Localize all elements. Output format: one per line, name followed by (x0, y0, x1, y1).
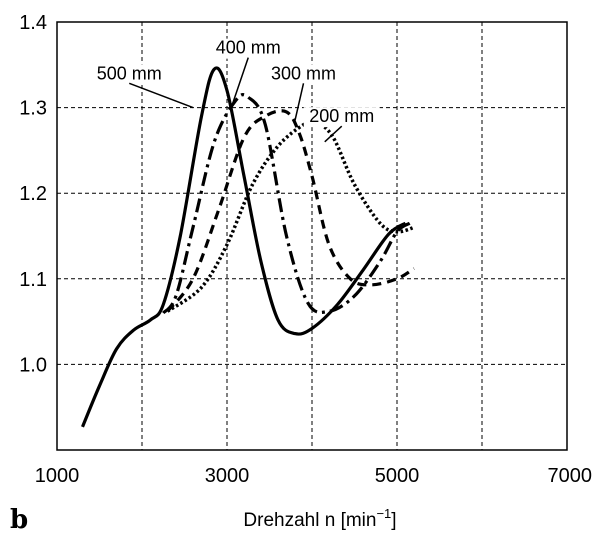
y-tick-labels: 1.0 1.1 1.2 1.3 1.4 (19, 12, 47, 376)
y-tick-label: 1.2 (19, 183, 47, 205)
x-axis-label: Drehzahl n [min−1] (243, 506, 396, 531)
x-tick-label: 7000 (548, 465, 593, 487)
y-tick-label: 1.3 (19, 98, 47, 120)
x-tick-label: 5000 (375, 465, 420, 487)
annotation-background (91, 64, 168, 85)
annotation-leader (324, 125, 343, 143)
x-tick-labels: 1000 3000 5000 7000 (35, 465, 592, 487)
y-tick-label: 1.0 (19, 354, 47, 376)
annotation-background (210, 38, 287, 59)
series-line (162, 93, 411, 315)
grid (57, 22, 567, 450)
annotation-label: 300 mm (271, 63, 336, 83)
annotation-background (303, 107, 380, 128)
series-group (81, 66, 415, 428)
annotation-label: 500 mm (97, 63, 162, 83)
x-tick-label: 1000 (35, 465, 80, 487)
series-line (81, 66, 407, 428)
annotation-label: 400 mm (216, 38, 281, 58)
annotation-leader (230, 57, 249, 108)
plot-frame (56, 21, 568, 451)
annotation-background (265, 64, 342, 85)
panel-label: b (10, 505, 28, 533)
annotation-leader (294, 83, 305, 121)
x-tick-label: 3000 (205, 465, 250, 487)
y-tick-label: 1.1 (19, 269, 47, 291)
series-line (166, 109, 415, 313)
annotation-leader (128, 82, 194, 109)
annotation-label: 200 mm (309, 106, 374, 126)
y-tick-label: 1.4 (19, 12, 47, 34)
annotations: 500 mm 400 mm 300 mm 200 mm (91, 38, 380, 143)
